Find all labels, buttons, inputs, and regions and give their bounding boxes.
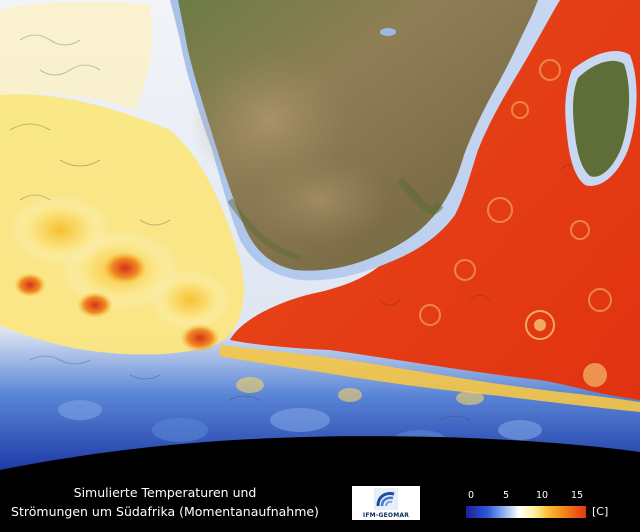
tick-label: 15 [570, 490, 584, 501]
eddy-swirls [419, 59, 612, 387]
logo-text: IFM-GEOMAR [362, 512, 410, 519]
unit-label: [C] [592, 505, 609, 518]
temperature-colorbar [466, 506, 586, 518]
tick-label: 5 [502, 490, 510, 501]
ifm-geomar-logo: IFM-GEOMAR [352, 486, 420, 520]
caption: Simulierte Temperaturen und Strömungen u… [0, 483, 330, 521]
eddy-core [103, 252, 147, 284]
madagascar-island [573, 60, 630, 177]
lake [380, 28, 396, 36]
wave-logo-icon [374, 488, 398, 510]
kalahari-region [190, 50, 350, 190]
retroflection-front [220, 345, 640, 412]
tick-label: 10 [535, 490, 549, 501]
tick-label: 0 [467, 490, 475, 501]
caption-line-2: Strömungen um Südafrika (Momentanaufnahm… [11, 504, 319, 519]
temperature-legend: 0 5 10 15 [C] [462, 490, 622, 530]
caption-line-1: Simulierte Temperaturen und [73, 485, 257, 500]
